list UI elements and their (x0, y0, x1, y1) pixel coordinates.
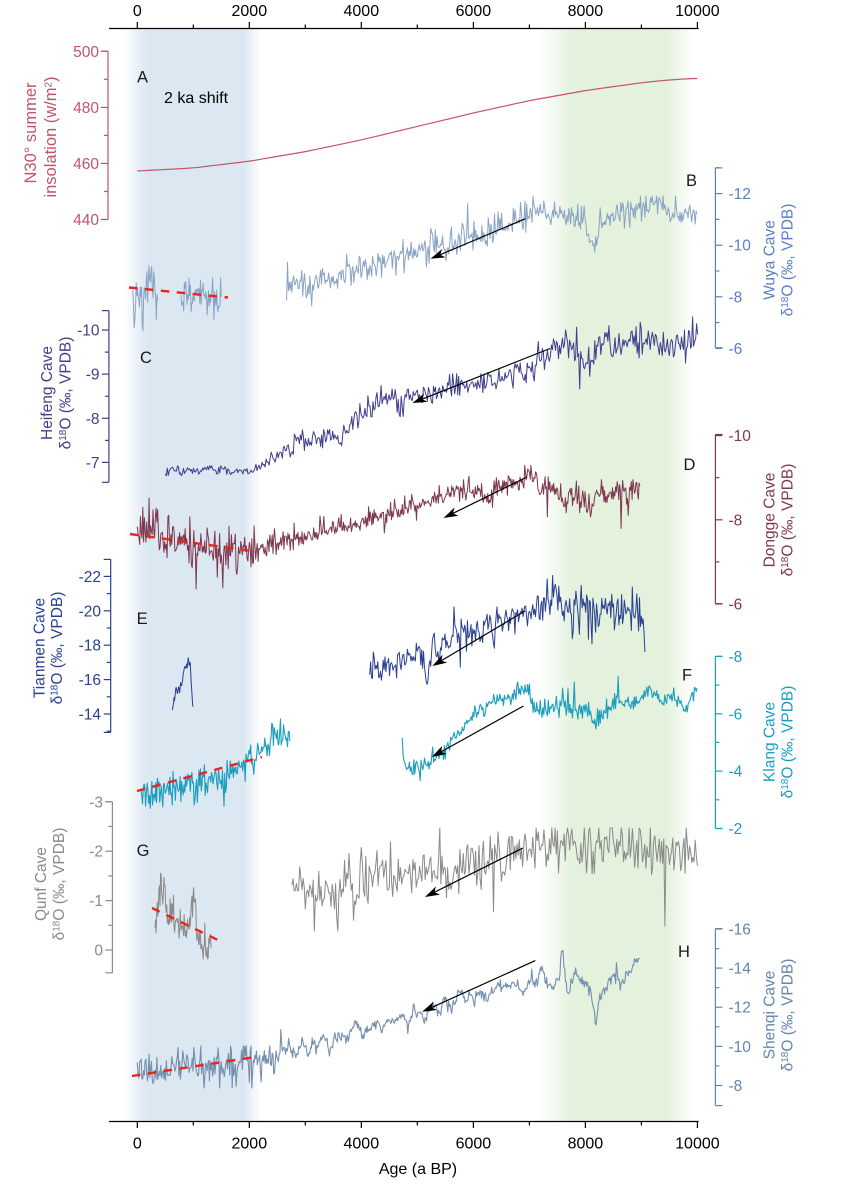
svg-text:6000: 6000 (456, 3, 492, 20)
svg-text:4000: 4000 (344, 3, 380, 20)
svg-text:B: B (686, 172, 697, 190)
svg-text:δ18O (‰, VPDB): δ18O (‰, VPDB) (49, 592, 66, 705)
svg-text:0: 0 (133, 1136, 142, 1153)
svg-text:H: H (678, 943, 690, 961)
svg-text:-14: -14 (79, 707, 102, 724)
svg-text:-14: -14 (729, 961, 752, 978)
svg-text:C: C (140, 349, 152, 367)
svg-text:δ18O (‰, VPDB): δ18O (‰, VPDB) (780, 959, 797, 1072)
svg-text:8000: 8000 (568, 1136, 604, 1153)
svg-text:440: 440 (73, 212, 99, 229)
svg-text:-22: -22 (79, 569, 101, 586)
svg-text:10000: 10000 (675, 3, 720, 20)
svg-text:0: 0 (133, 3, 142, 20)
svg-text:480: 480 (73, 100, 99, 117)
svg-text:-6: -6 (729, 597, 743, 614)
svg-text:Tianmen Cave: Tianmen Cave (32, 598, 49, 698)
svg-text:-9: -9 (86, 367, 100, 384)
svg-text:Age (a BP): Age (a BP) (379, 1161, 457, 1178)
svg-text:0: 0 (94, 943, 103, 960)
svg-text:-10: -10 (729, 428, 752, 445)
svg-text:δ18O (‰, VPDB): δ18O (‰, VPDB) (780, 686, 797, 799)
svg-text:2 ka shift: 2 ka shift (164, 90, 229, 107)
svg-text:Wuya Cave: Wuya Cave (762, 220, 779, 300)
svg-text:10000: 10000 (675, 1136, 720, 1153)
svg-text:-8: -8 (729, 512, 743, 529)
svg-text:N30° summer: N30° summer (22, 82, 40, 184)
svg-text:-2: -2 (89, 844, 103, 861)
svg-text:-10: -10 (77, 323, 100, 340)
svg-text:Klang Cave: Klang Cave (762, 702, 779, 782)
svg-text:-7: -7 (86, 455, 100, 472)
svg-text:-20: -20 (79, 603, 102, 620)
svg-text:-10: -10 (729, 1039, 752, 1056)
svg-text:-18: -18 (79, 638, 101, 655)
svg-text:-6: -6 (729, 706, 743, 723)
svg-text:δ18O (‰, VPDB): δ18O (‰, VPDB) (780, 464, 797, 577)
svg-text:Shenqi Cave: Shenqi Cave (762, 971, 779, 1060)
svg-text:-1: -1 (89, 893, 103, 910)
svg-text:Qunf Cave: Qunf Cave (33, 847, 50, 921)
svg-text:G: G (137, 842, 150, 860)
svg-text:-2: -2 (729, 821, 743, 838)
svg-text:-4: -4 (729, 764, 743, 781)
svg-text:-10: -10 (729, 238, 752, 255)
svg-text:F: F (682, 667, 692, 685)
svg-text:4000: 4000 (344, 1136, 380, 1153)
svg-text:2000: 2000 (232, 1136, 268, 1153)
svg-text:-6: -6 (729, 341, 743, 358)
svg-text:δ18O (‰, VPDB): δ18O (‰, VPDB) (780, 204, 797, 317)
svg-text:-8: -8 (86, 411, 100, 428)
svg-text:D: D (684, 456, 696, 474)
svg-text:-16: -16 (79, 672, 101, 689)
svg-text:δ18O (‰, VPDB): δ18O (‰, VPDB) (58, 337, 75, 450)
svg-text:6000: 6000 (456, 1136, 492, 1153)
svg-text:-8: -8 (729, 649, 743, 666)
svg-text:E: E (137, 610, 148, 628)
svg-text:460: 460 (73, 156, 99, 173)
svg-text:A: A (137, 69, 148, 87)
svg-text:-12: -12 (729, 186, 751, 203)
svg-text:Heifeng Cave: Heifeng Cave (39, 346, 56, 440)
svg-text:2000: 2000 (232, 3, 268, 20)
svg-text:-8: -8 (729, 1078, 743, 1095)
svg-text:-12: -12 (729, 1000, 751, 1017)
svg-text:-3: -3 (89, 794, 103, 811)
svg-text:-16: -16 (729, 922, 751, 939)
svg-text:500: 500 (73, 44, 99, 61)
svg-text:Dongge Cave: Dongge Cave (762, 473, 779, 568)
svg-text:δ18O (‰, VPDB): δ18O (‰, VPDB) (51, 828, 68, 941)
svg-text:8000: 8000 (568, 3, 604, 20)
svg-text:insolation (w/m2): insolation (w/m2) (42, 76, 60, 197)
svg-text:-8: -8 (729, 289, 743, 306)
